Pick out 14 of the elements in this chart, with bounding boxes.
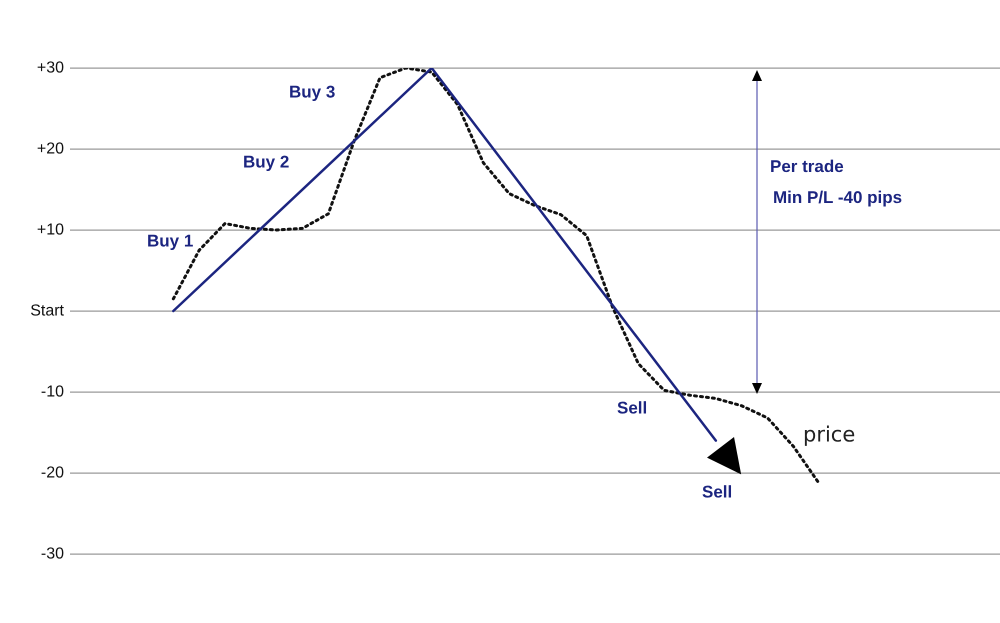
annotation: Sell	[617, 398, 648, 418]
y-tick-label: +30	[36, 59, 64, 76]
annotation: Sell	[702, 482, 732, 502]
annotation: Per trade Min P/L -40 pips	[770, 157, 902, 208]
y-tick-label: +20	[36, 140, 64, 158]
y-tick-label: +10	[36, 221, 64, 238]
annotation: Buy 3	[289, 82, 336, 102]
y-tick-label: -30	[40, 545, 64, 562]
annotation: Buy 2	[243, 152, 290, 172]
y-tick-label: -20	[40, 464, 64, 482]
annotation: Buy 1	[147, 232, 194, 251]
y-tick-label: Start	[30, 302, 65, 320]
y-tick-label: -10	[40, 383, 64, 400]
series-label: price	[803, 422, 856, 446]
